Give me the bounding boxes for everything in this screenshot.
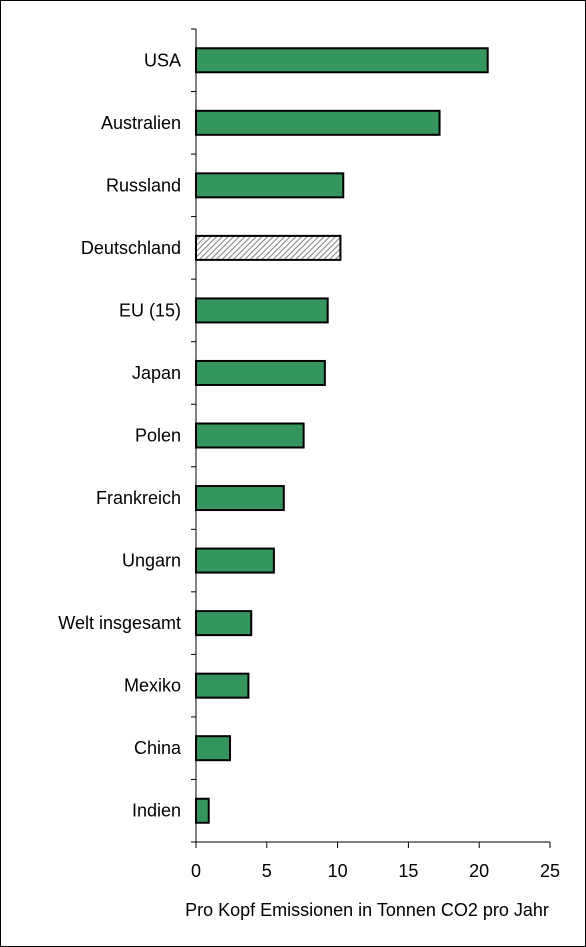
x-tick-label: 15 <box>398 861 418 881</box>
category-label-mexiko: Mexiko <box>124 676 181 696</box>
x-tick-label: 20 <box>469 861 489 881</box>
x-tick-label: 25 <box>540 861 560 881</box>
x-tick-label: 10 <box>328 861 348 881</box>
bar-polen <box>195 422 305 449</box>
bar-deutschland <box>195 234 342 261</box>
x-axis-title: Pro Kopf Emissionen in Tonnen CO2 pro Ja… <box>185 900 549 920</box>
bar-eu-15 <box>195 297 329 324</box>
category-label-indien: Indien <box>132 801 181 821</box>
bar-usa <box>195 47 489 74</box>
category-label-russland: Russland <box>106 175 181 195</box>
x-tick-label: 5 <box>262 861 272 881</box>
category-label-usa: USA <box>144 50 181 70</box>
bar-russland <box>195 172 345 199</box>
category-label-frankreich: Frankreich <box>96 488 181 508</box>
bar-australien <box>195 109 441 136</box>
category-label-deutschland: Deutschland <box>81 238 181 258</box>
bars <box>195 47 489 824</box>
y-axis-ticks <box>191 28 196 843</box>
x-tick-label: 0 <box>191 861 201 881</box>
x-axis-ticks: 0 5 10 15 20 25 <box>191 842 560 881</box>
category-label-welt-insgesamt: Welt insgesamt <box>58 613 181 633</box>
category-label-japan: Japan <box>132 363 181 383</box>
bar-japan <box>195 359 326 386</box>
category-label-ungarn: Ungarn <box>122 551 181 571</box>
category-label-eu-15: EU (15) <box>119 300 181 320</box>
bar-china <box>195 735 231 762</box>
bar-indien <box>195 797 210 824</box>
bar-frankreich <box>195 485 285 512</box>
category-labels: USA Australien Russland Deutschland EU (15) J… <box>58 50 182 820</box>
category-label-australien: Australien <box>101 113 181 133</box>
category-label-china: China <box>134 738 182 758</box>
bar-ungarn <box>195 547 275 574</box>
bar-mexiko <box>195 672 250 699</box>
category-label-polen: Polen <box>135 426 181 446</box>
bar-welt-insgesamt <box>195 610 253 637</box>
